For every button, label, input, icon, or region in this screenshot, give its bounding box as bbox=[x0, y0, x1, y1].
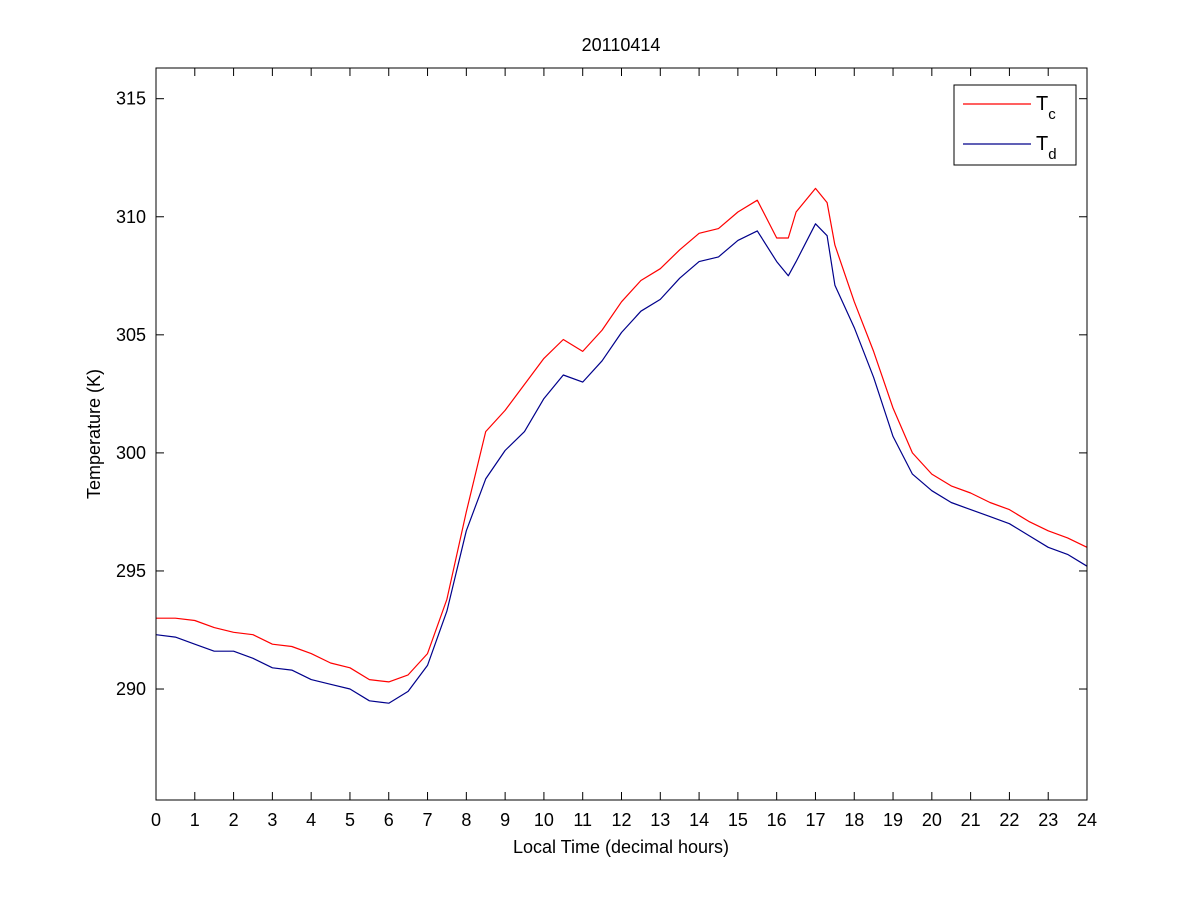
x-tick-label: 13 bbox=[650, 810, 670, 830]
plot-lines bbox=[155, 187, 1088, 704]
x-tick-label: 3 bbox=[267, 810, 277, 830]
x-tick-label: 18 bbox=[844, 810, 864, 830]
x-tick-label: 6 bbox=[384, 810, 394, 830]
y-tick-label: 300 bbox=[116, 443, 146, 463]
x-axis: 0 1 2 3 4 5 6 7 8 9 10 11 12 13 14 15 16 17 18 19 20 21 22 23 24 bbox=[151, 68, 1097, 830]
x-tick-label: 17 bbox=[805, 810, 825, 830]
x-tick-label: 10 bbox=[534, 810, 554, 830]
series-line-T-c bbox=[156, 187, 1088, 683]
x-tick-label: 7 bbox=[423, 810, 433, 830]
series-line-T-d bbox=[155, 223, 1088, 704]
y-axis-label: Temperature (K) bbox=[84, 369, 104, 499]
y-tick-label: 305 bbox=[116, 325, 146, 345]
x-tick-label: 14 bbox=[689, 810, 709, 830]
y-tick-label: 295 bbox=[116, 561, 146, 581]
x-tick-label: 21 bbox=[961, 810, 981, 830]
x-tick-label: 15 bbox=[728, 810, 748, 830]
x-tick-label: 12 bbox=[611, 810, 631, 830]
y-tick-label: 310 bbox=[116, 207, 146, 227]
x-tick-label: 5 bbox=[345, 810, 355, 830]
x-tick-label: 23 bbox=[1038, 810, 1058, 830]
x-axis-label: Local Time (decimal hours) bbox=[513, 837, 729, 857]
x-tick-label: 8 bbox=[461, 810, 471, 830]
x-tick-label: 9 bbox=[500, 810, 510, 830]
y-axis: 290 295 300 305 310 315 bbox=[116, 89, 1087, 699]
y-tick-label: 290 bbox=[116, 679, 146, 699]
x-tick-label: 16 bbox=[767, 810, 787, 830]
x-tick-label: 11 bbox=[573, 810, 592, 830]
x-tick-label: 22 bbox=[999, 810, 1019, 830]
x-tick-label: 0 bbox=[151, 810, 161, 830]
x-tick-label: 1 bbox=[190, 810, 200, 830]
x-tick-label: 24 bbox=[1077, 810, 1097, 830]
x-tick-label: 4 bbox=[306, 810, 316, 830]
y-tick-label: 315 bbox=[116, 89, 146, 109]
x-tick-label: 19 bbox=[883, 810, 903, 830]
legend-box bbox=[953, 84, 1077, 166]
x-tick-label: 20 bbox=[922, 810, 942, 830]
x-tick-label: 2 bbox=[229, 810, 239, 830]
chart-title: 20110414 bbox=[582, 35, 661, 55]
